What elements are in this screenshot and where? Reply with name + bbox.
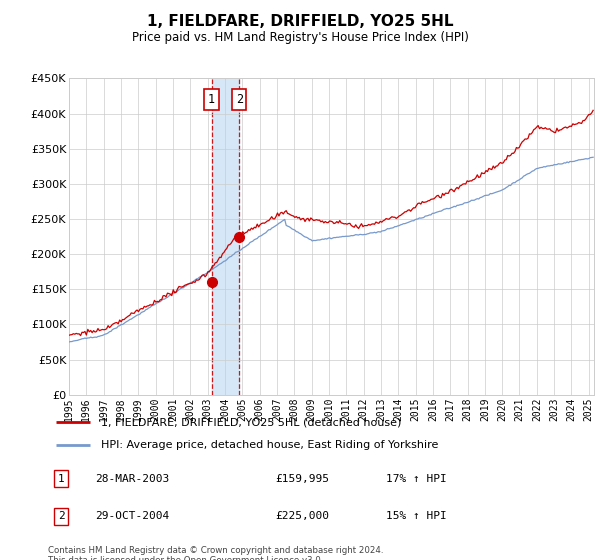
Text: Contains HM Land Registry data © Crown copyright and database right 2024.
This d: Contains HM Land Registry data © Crown c… <box>48 546 383 560</box>
Text: 15% ↑ HPI: 15% ↑ HPI <box>386 511 446 521</box>
Text: 1, FIELDFARE, DRIFFIELD, YO25 5HL: 1, FIELDFARE, DRIFFIELD, YO25 5HL <box>147 14 453 29</box>
Text: 2: 2 <box>58 511 65 521</box>
Text: Price paid vs. HM Land Registry's House Price Index (HPI): Price paid vs. HM Land Registry's House … <box>131 31 469 44</box>
Text: 1: 1 <box>58 474 65 484</box>
Text: HPI: Average price, detached house, East Riding of Yorkshire: HPI: Average price, detached house, East… <box>101 440 438 450</box>
Text: 29-OCT-2004: 29-OCT-2004 <box>95 511 170 521</box>
Text: 2: 2 <box>236 93 243 106</box>
Text: £225,000: £225,000 <box>275 511 329 521</box>
Text: 28-MAR-2003: 28-MAR-2003 <box>95 474 170 484</box>
Text: 17% ↑ HPI: 17% ↑ HPI <box>386 474 446 484</box>
Text: £159,995: £159,995 <box>275 474 329 484</box>
Text: 1, FIELDFARE, DRIFFIELD, YO25 5HL (detached house): 1, FIELDFARE, DRIFFIELD, YO25 5HL (detac… <box>101 417 401 427</box>
Bar <box>212 78 239 395</box>
Text: 1: 1 <box>208 93 215 106</box>
